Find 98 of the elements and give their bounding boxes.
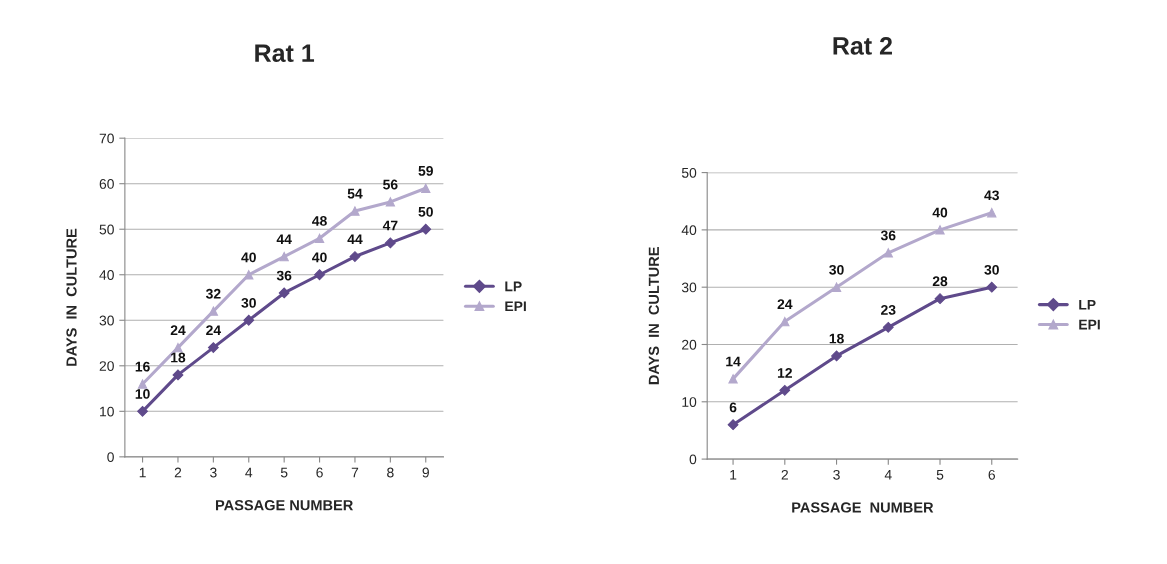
data-label: 30 xyxy=(829,264,844,275)
point xyxy=(831,282,842,292)
legend-label: LP xyxy=(505,281,522,292)
data-label: 36 xyxy=(276,270,292,281)
data-label: 16 xyxy=(135,361,150,372)
y-tick-label: 10 xyxy=(100,406,114,417)
x-tick-label: 2 xyxy=(781,469,788,480)
x-axis-title: PASSAGE NUMBER xyxy=(792,502,934,513)
data-label: 54 xyxy=(347,188,363,199)
data-label: 30 xyxy=(984,264,999,275)
point xyxy=(421,183,431,193)
data-label: 56 xyxy=(383,179,398,190)
x-tick-label: 4 xyxy=(245,467,253,478)
y-tick-label: 0 xyxy=(689,454,697,465)
point xyxy=(244,270,254,280)
data-label: 50 xyxy=(418,206,433,217)
point xyxy=(935,225,945,235)
data-label: 40 xyxy=(932,207,948,218)
x-tick-label: 5 xyxy=(936,470,944,480)
data-label: 44 xyxy=(276,234,292,244)
data-label: 47 xyxy=(382,220,398,231)
point xyxy=(727,419,739,431)
point xyxy=(987,208,997,218)
y-tick-label: 20 xyxy=(99,361,114,371)
x-tick-label: 3 xyxy=(210,467,217,478)
point xyxy=(780,316,790,327)
data-label: 40 xyxy=(312,252,327,263)
y-tick-label: 20 xyxy=(682,339,697,350)
point xyxy=(420,223,432,235)
data-label: 6 xyxy=(729,402,737,413)
point xyxy=(137,379,148,389)
data-label: 40 xyxy=(241,252,256,263)
data-label: 14 xyxy=(726,356,741,367)
x-axis-title: PASSAGE NUMBER xyxy=(215,500,354,511)
data-label: 18 xyxy=(829,333,844,344)
point xyxy=(779,384,791,396)
data-label: 10 xyxy=(135,389,150,399)
x-tick-label: 1 xyxy=(139,467,146,478)
data-label: 24 xyxy=(170,325,186,335)
point xyxy=(883,248,893,258)
point xyxy=(172,369,184,381)
point xyxy=(243,314,255,326)
point xyxy=(314,269,325,281)
point xyxy=(934,293,946,305)
data-label: 23 xyxy=(881,305,896,315)
point xyxy=(278,287,290,299)
x-tick-label: 1 xyxy=(730,470,737,480)
y-tick-label: 70 xyxy=(99,133,114,144)
legend-label: EPI xyxy=(1079,319,1100,330)
point xyxy=(279,251,289,262)
data-label: 24 xyxy=(777,299,793,309)
legend-label: EPI xyxy=(505,301,526,312)
x-tick-label: 2 xyxy=(174,467,182,478)
legend-label: LP xyxy=(1079,299,1096,310)
y-tick-label: 40 xyxy=(681,225,697,236)
data-label: 48 xyxy=(312,216,327,226)
data-label: 32 xyxy=(205,288,221,299)
point xyxy=(207,342,219,354)
data-label: 43 xyxy=(984,190,999,201)
x-tick-label: 6 xyxy=(988,469,996,480)
point xyxy=(728,374,738,384)
data-label: 44 xyxy=(347,234,363,244)
x-tick-label: 4 xyxy=(884,470,892,480)
y-tick-label: 50 xyxy=(681,167,697,178)
y-tick-label: 50 xyxy=(99,224,114,235)
y-axis-title: DAYS IN CULTURE xyxy=(66,228,77,366)
point xyxy=(314,233,325,244)
point xyxy=(384,237,396,249)
data-label: 18 xyxy=(171,352,186,363)
point xyxy=(385,197,396,207)
point xyxy=(137,405,148,417)
point xyxy=(173,342,183,353)
x-tick-label: 5 xyxy=(280,467,288,478)
data-label: 30 xyxy=(241,297,256,308)
chart-title: Rat 2 xyxy=(833,37,892,55)
x-tick-label: 3 xyxy=(833,469,840,480)
x-tick-label: 9 xyxy=(422,467,429,478)
x-tick-label: 7 xyxy=(351,467,359,478)
point xyxy=(831,350,842,362)
data-label: 59 xyxy=(418,165,433,176)
y-tick-label: 10 xyxy=(682,397,697,407)
y-tick-label: 40 xyxy=(99,270,114,280)
data-label: 28 xyxy=(932,276,948,287)
point xyxy=(986,281,998,293)
x-tick-label: 6 xyxy=(316,467,323,478)
point xyxy=(350,206,360,216)
data-label: 36 xyxy=(880,230,896,241)
data-label: 24 xyxy=(206,325,222,335)
y-tick-label: 60 xyxy=(99,179,114,189)
y-tick-label: 0 xyxy=(107,452,114,463)
y-tick-label: 30 xyxy=(99,315,114,326)
chart-title: Rat 1 xyxy=(255,44,315,63)
y-axis-title: DAYS IN CULTURE xyxy=(648,247,660,385)
y-tick-label: 30 xyxy=(681,282,697,293)
data-label: 12 xyxy=(777,368,792,378)
x-tick-label: 8 xyxy=(387,467,394,478)
point xyxy=(882,321,894,333)
point xyxy=(349,251,361,262)
